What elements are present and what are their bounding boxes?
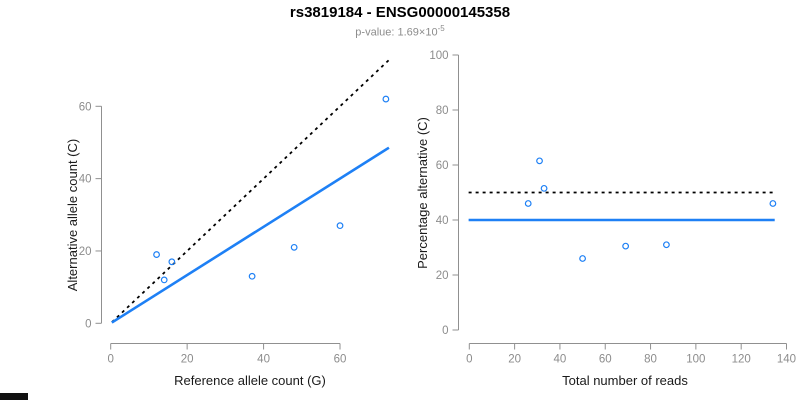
y-tick-label: 60 <box>436 160 449 172</box>
data-point <box>290 243 298 251</box>
subtitle-exponent: -5 <box>437 24 445 33</box>
x-tick-label: 140 <box>777 354 796 366</box>
data-point <box>536 157 543 165</box>
regression-line <box>111 146 390 324</box>
x-tick-label: 80 <box>644 354 657 366</box>
y-axis-title: Alternative allele count (C) <box>65 139 80 291</box>
y-tick-label: 60 <box>79 101 92 113</box>
data-point <box>336 222 344 230</box>
x-tick-label: 20 <box>508 354 521 366</box>
y-tick-label: 20 <box>436 270 449 282</box>
x-tick-label: 120 <box>732 354 751 366</box>
y-tick-label: 100 <box>429 50 448 62</box>
y-tick-label: 40 <box>436 215 449 227</box>
y-tick-label: 20 <box>79 246 92 258</box>
data-point <box>168 258 176 266</box>
x-tick-label: 0 <box>107 354 113 366</box>
y-tick-label: 40 <box>79 174 92 186</box>
identity-line <box>111 59 390 323</box>
y-tick-label: 0 <box>85 318 91 330</box>
title-text: rs3819184 - ENSG00000145358 <box>289 4 511 21</box>
data-point <box>663 241 670 249</box>
x-tick-label: 0 <box>466 354 472 366</box>
data-point <box>540 184 548 192</box>
y-tick-label: 0 <box>442 325 448 337</box>
x-tick-label: 60 <box>334 354 347 366</box>
data-point <box>579 255 586 262</box>
data-point <box>769 200 777 207</box>
data-point <box>248 272 256 280</box>
x-tick-label: 100 <box>686 354 705 366</box>
data-point <box>160 276 168 284</box>
x-tick-label: 40 <box>554 354 567 366</box>
data-point <box>153 251 160 258</box>
corner-artifact <box>0 393 28 400</box>
page-title: rs3819184 - ENSG00000145358 <box>0 4 800 21</box>
x-tick-label: 20 <box>181 354 194 366</box>
pvalue-subtitle: p-value: 1.69×10-5 <box>0 24 800 39</box>
x-tick-label: 40 <box>257 354 270 366</box>
y-tick-label: 80 <box>436 105 449 117</box>
y-axis-title: Percentage alternative (C) <box>415 117 430 269</box>
data-point <box>524 200 532 207</box>
data-point <box>622 242 630 250</box>
x-tick-label: 60 <box>599 354 612 366</box>
data-point <box>382 95 390 103</box>
x-axis-title: Reference allele count (G) <box>174 373 326 388</box>
x-axis-title: Total number of reads <box>562 373 688 388</box>
subtitle-text: p-value: 1.69×10 <box>355 26 438 39</box>
